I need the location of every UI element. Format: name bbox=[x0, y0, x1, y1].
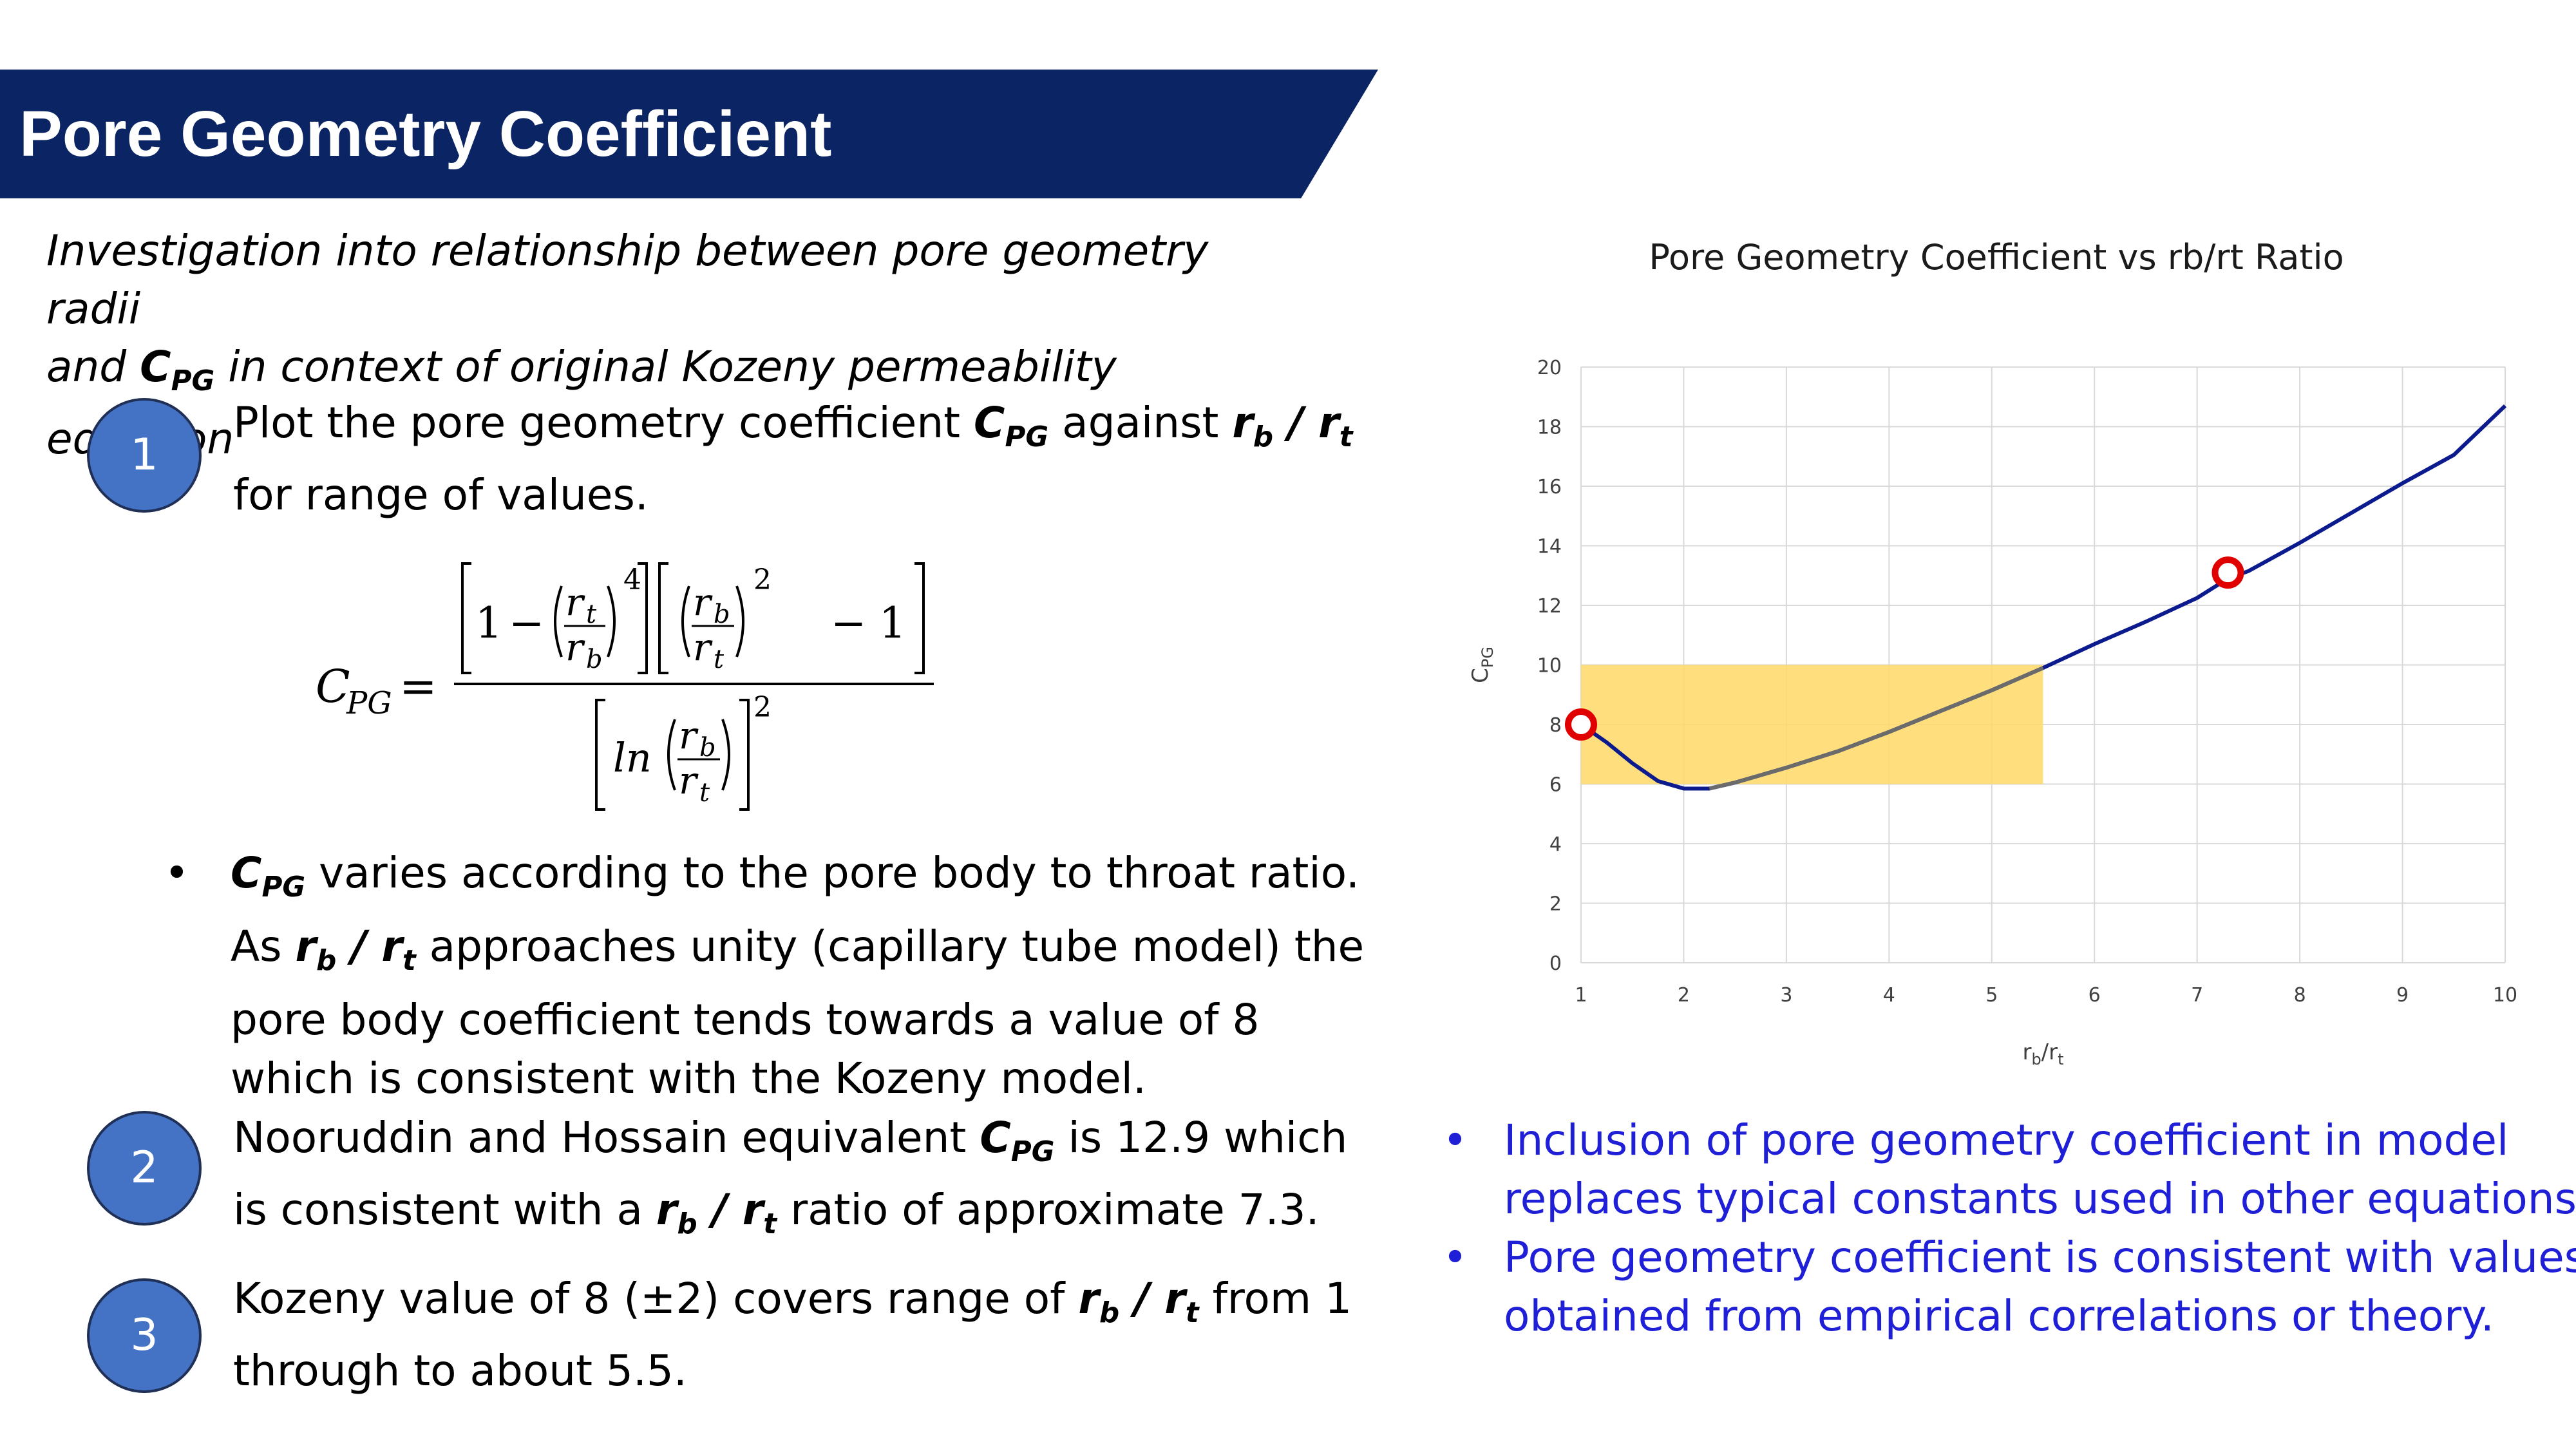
svg-text:r: r bbox=[693, 625, 713, 669]
bullet-body: CPG varies according to the pore body to… bbox=[231, 844, 1365, 1108]
svg-text:=: = bbox=[399, 660, 437, 713]
title-banner: Pore Geometry Coefficient bbox=[0, 70, 1378, 198]
chart-title: Pore Geometry Coefficient vs rb/rt Ratio bbox=[1649, 237, 2344, 278]
svg-text:b: b bbox=[586, 645, 603, 674]
y-tick-label: 2 bbox=[1549, 893, 1562, 916]
bullet-line-3: pore body coefficient tends towards a va… bbox=[231, 995, 1260, 1045]
bullet-line: Inclusion of pore geometry coefficient i… bbox=[1504, 1115, 2509, 1165]
y-tick-label: 14 bbox=[1537, 536, 1562, 558]
cpg-curve-highlighted bbox=[1709, 666, 2044, 791]
number-badge-3: 3 bbox=[87, 1278, 202, 1393]
svg-text:r: r bbox=[693, 580, 713, 624]
denominator: ln r b r t 2 bbox=[595, 691, 772, 811]
bullet-line: obtained from empirical correlations or … bbox=[1504, 1291, 2494, 1341]
bullet-dot: • bbox=[1443, 1115, 1468, 1165]
y-tick-label: 12 bbox=[1537, 595, 1562, 618]
item-2-line-1: Nooruddin and Hossain equivalent CPG is … bbox=[233, 1113, 1348, 1169]
y-tick-label: 20 bbox=[1537, 357, 1562, 379]
item-1-line-2: for range of values. bbox=[233, 470, 649, 520]
cpg-symbol: CPG bbox=[231, 848, 306, 904]
x-tick-label: 7 bbox=[2191, 984, 2203, 1007]
data-marker bbox=[2211, 556, 2244, 589]
y-tick-label: 18 bbox=[1537, 417, 1562, 439]
item-3-text: Kozeny value of 8 (±2) covers range of r… bbox=[233, 1270, 1352, 1400]
formula-lhs: C PG = bbox=[316, 660, 437, 721]
item-3-line-2: through to about 5.5. bbox=[233, 1346, 687, 1396]
svg-text:1: 1 bbox=[475, 598, 502, 648]
svg-text:PG: PG bbox=[346, 685, 392, 721]
svg-text:4: 4 bbox=[623, 564, 641, 596]
svg-text:ln: ln bbox=[613, 734, 652, 781]
cpg-symbol: CPG bbox=[974, 398, 1049, 454]
svg-text:b: b bbox=[699, 733, 716, 762]
data-marker bbox=[1565, 708, 1597, 741]
y-tick-label: 0 bbox=[1549, 952, 1562, 975]
item-3-line-1: Kozeny value of 8 (±2) covers range of r… bbox=[233, 1274, 1352, 1330]
svg-text:r: r bbox=[565, 580, 585, 624]
page-title: Pore Geometry Coefficient bbox=[19, 98, 832, 170]
ratio-symbol: rb / rt bbox=[1232, 398, 1353, 454]
y-tick-label: 16 bbox=[1537, 476, 1562, 498]
svg-text:t: t bbox=[699, 778, 710, 808]
x-tick-label: 3 bbox=[1780, 984, 1792, 1007]
bullet-line: replaces typical constants used in other… bbox=[1504, 1174, 2576, 1224]
subtitle-text: in context of original Kozeny permeabili… bbox=[46, 342, 1117, 464]
y-tick-label: 10 bbox=[1537, 655, 1562, 677]
subtitle-line-1: Investigation into relationship between … bbox=[46, 226, 1209, 334]
x-tick-label: 1 bbox=[1575, 984, 1587, 1007]
x-tick-label: 4 bbox=[1883, 984, 1895, 1007]
svg-text:2: 2 bbox=[753, 564, 772, 596]
subtitle-line-2: and CPG in context of original Kozeny pe… bbox=[46, 338, 1309, 468]
bullet-dot: • bbox=[1443, 1233, 1468, 1282]
y-axis-label: CPG bbox=[1468, 647, 1497, 683]
cpg-symbol: CPG bbox=[140, 342, 215, 398]
item-2-text: Nooruddin and Hossain equivalent CPG is … bbox=[233, 1109, 1347, 1253]
x-tick-label: 8 bbox=[2294, 984, 2306, 1007]
bullet-line: Pore geometry coefficient is consistent … bbox=[1504, 1233, 2576, 1282]
subtitle-text: and bbox=[46, 342, 140, 392]
svg-text:−: − bbox=[509, 598, 544, 648]
y-tick-labels: 0 2 4 6 8 10 12 14 16 18 20 bbox=[1537, 357, 1562, 975]
item-1-line-1: Plot the pore geometry coefficient CPG a… bbox=[233, 398, 1353, 454]
bullet-line-2: As rb / rt approaches unity (capillary t… bbox=[231, 922, 1365, 978]
svg-text:1: 1 bbox=[879, 598, 906, 648]
svg-text:t: t bbox=[586, 600, 597, 629]
item-2-line-2: is consistent with a rb / rt ratio of ap… bbox=[233, 1185, 1320, 1241]
item-1-text: Plot the pore geometry coefficient CPG a… bbox=[233, 394, 1353, 524]
ratio-symbol: rb / rt bbox=[1078, 1274, 1199, 1330]
cpg-formula: C PG = 1 − r t r b 4 r b r t 2 − 1 ln r bbox=[316, 562, 934, 811]
x-tick-label: 9 bbox=[2396, 984, 2409, 1007]
x-tick-labels: 1 2 3 4 5 6 7 8 9 10 bbox=[1575, 984, 2517, 1007]
x-tick-label: 6 bbox=[2088, 984, 2101, 1007]
svg-text:C: C bbox=[316, 660, 350, 713]
y-tick-label: 8 bbox=[1549, 714, 1562, 737]
svg-text:b: b bbox=[714, 600, 730, 629]
x-tick-label: 10 bbox=[2493, 984, 2517, 1007]
ratio-symbol: rb / rt bbox=[295, 922, 416, 978]
svg-text:−: − bbox=[831, 598, 866, 648]
svg-text:t: t bbox=[714, 645, 724, 674]
svg-text:r: r bbox=[679, 759, 699, 802]
numerator: 1 − r t r b 4 r b r t 2 − 1 bbox=[461, 562, 925, 674]
kozeny-range-band bbox=[1581, 665, 2043, 784]
subtitle: Investigation into relationship between … bbox=[46, 222, 1309, 468]
cpg-symbol: CPG bbox=[980, 1113, 1055, 1169]
ratio-symbol: rb / rt bbox=[656, 1185, 777, 1241]
y-tick-label: 6 bbox=[1549, 774, 1562, 797]
svg-text:r: r bbox=[679, 714, 699, 757]
x-axis-label: rb/rt bbox=[2022, 1039, 2063, 1068]
x-tick-label: 5 bbox=[1985, 984, 1998, 1007]
chart-markers bbox=[1565, 556, 2244, 741]
bullet-dot: • bbox=[164, 848, 189, 898]
bullet-line-1: CPG varies according to the pore body to… bbox=[231, 848, 1359, 904]
svg-text:r: r bbox=[565, 625, 585, 669]
y-tick-label: 4 bbox=[1549, 833, 1562, 856]
number-badge-2: 2 bbox=[87, 1111, 202, 1226]
number-badge-1: 1 bbox=[87, 398, 202, 513]
svg-text:2: 2 bbox=[753, 691, 772, 724]
x-tick-label: 2 bbox=[1678, 984, 1690, 1007]
bullet-line-4: which is consistent with the Kozeny mode… bbox=[231, 1054, 1146, 1104]
